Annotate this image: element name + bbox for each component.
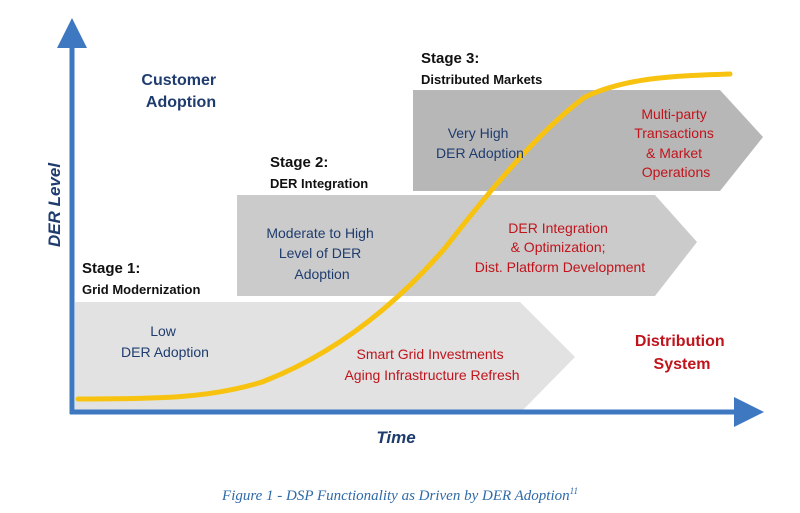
stage3-system-line: & Market	[646, 145, 702, 161]
stage3-system-line: Multi-party	[641, 106, 706, 122]
stage3-adoption-line: Very High	[448, 125, 509, 141]
stage2-adoption-line: Moderate to High	[266, 225, 373, 241]
stage3-adoption-text: Very High DER Adoption	[436, 125, 524, 161]
x-axis-label: Time	[376, 428, 415, 447]
stage2-system-line: & Optimization;	[511, 239, 606, 255]
stage3-heading: Stage 3:	[421, 50, 479, 67]
stage1-heading: Stage 1:	[82, 260, 140, 277]
stage3-subheading: Distributed Markets	[421, 72, 542, 87]
caption-text: Figure 1 - DSP Functionality as Driven b…	[222, 488, 570, 504]
stage1-arrow	[75, 302, 575, 413]
stage1-system-line: Aging Infrastructure Refresh	[344, 367, 519, 383]
stage2-system-text: DER Integration & Optimization; Dist. Pl…	[475, 220, 646, 275]
distribution-system-line: System	[654, 356, 711, 373]
stage3-system-text: Multi-party Transactions & Market Operat…	[634, 106, 718, 180]
distribution-system-label: Distribution System	[635, 333, 729, 373]
stage3-system-line: Transactions	[634, 125, 714, 141]
customer-adoption-line: Adoption	[146, 94, 216, 111]
stage1-adoption-line: Low	[150, 323, 177, 339]
stage2-arrow	[237, 195, 697, 296]
y-axis-label: DER Level	[45, 162, 64, 247]
stage2-adoption-text: Moderate to High Level of DER Adoption	[266, 225, 377, 282]
stage1-adoption-line: DER Adoption	[121, 344, 209, 360]
customer-adoption-line: Customer	[141, 72, 216, 89]
der-adoption-diagram: DER Level Time Customer Adoption Distrib…	[45, 18, 764, 447]
stage2-heading: Stage 2:	[270, 154, 328, 171]
stage3-adoption-line: DER Adoption	[436, 145, 524, 161]
stage2-system-line: Dist. Platform Development	[475, 259, 646, 275]
stage2-subheading: DER Integration	[270, 176, 368, 191]
stage2-system-line: DER Integration	[508, 220, 608, 236]
stage1-adoption-text: Low DER Adoption	[121, 323, 209, 360]
stage3-arrow	[413, 90, 763, 191]
stage1-subheading: Grid Modernization	[82, 282, 201, 297]
stage3-system-line: Operations	[642, 164, 710, 180]
caption-footnote: 11	[569, 486, 578, 496]
adoption-curve	[75, 71, 733, 402]
distribution-system-line: Distribution	[635, 333, 725, 350]
figure-caption: Figure 1 - DSP Functionality as Driven b…	[0, 486, 800, 505]
stage2-adoption-line: Adoption	[294, 266, 349, 282]
customer-adoption-label: Customer Adoption	[141, 72, 220, 111]
stage1-system-text: Smart Grid Investments Aging Infrastruct…	[344, 346, 519, 383]
stage1-system-line: Smart Grid Investments	[357, 346, 504, 362]
stage2-adoption-line: Level of DER	[279, 245, 361, 261]
